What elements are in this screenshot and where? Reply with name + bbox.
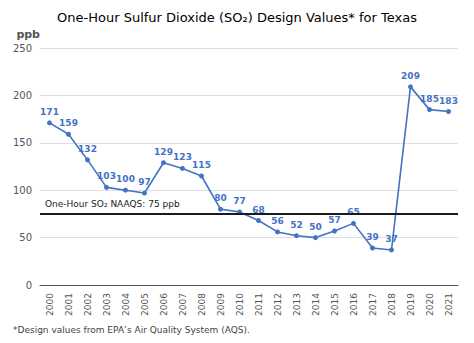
svg-text:2003: 2003	[102, 293, 112, 316]
svg-text:2000: 2000	[45, 293, 55, 316]
svg-text:2002: 2002	[83, 293, 93, 316]
svg-text:115: 115	[192, 160, 211, 170]
svg-text:0: 0	[26, 280, 32, 291]
svg-text:77: 77	[233, 196, 246, 206]
svg-text:209: 209	[401, 71, 420, 81]
svg-text:159: 159	[59, 118, 78, 128]
svg-text:2006: 2006	[159, 293, 169, 316]
svg-text:39: 39	[366, 232, 379, 242]
svg-text:2001: 2001	[64, 293, 74, 316]
svg-text:2016: 2016	[349, 293, 359, 316]
svg-text:200: 200	[13, 90, 32, 101]
svg-text:2010: 2010	[235, 293, 245, 316]
svg-text:100: 100	[116, 174, 135, 184]
svg-text:171: 171	[40, 107, 59, 117]
svg-text:2008: 2008	[197, 293, 207, 316]
svg-text:100: 100	[13, 185, 32, 196]
svg-text:2019: 2019	[406, 293, 416, 316]
svg-text:150: 150	[13, 137, 32, 148]
svg-text:2020: 2020	[425, 293, 435, 316]
svg-text:250: 250	[13, 43, 32, 54]
svg-text:183: 183	[439, 96, 458, 106]
svg-text:80: 80	[214, 193, 227, 203]
svg-text:One-Hour SO₂ NAAQS: 75 ppb: One-Hour SO₂ NAAQS: 75 ppb	[45, 199, 180, 209]
svg-text:103: 103	[97, 171, 116, 181]
svg-text:2004: 2004	[121, 293, 131, 316]
svg-text:50: 50	[309, 222, 322, 232]
svg-text:One-Hour Sulfur Dioxide (SO₂): One-Hour Sulfur Dioxide (SO₂) Design Val…	[57, 10, 417, 25]
svg-text:2012: 2012	[273, 293, 283, 316]
svg-text:37: 37	[385, 234, 398, 244]
svg-text:2014: 2014	[311, 293, 321, 316]
svg-text:57: 57	[328, 215, 341, 225]
svg-text:129: 129	[154, 147, 173, 157]
svg-text:2015: 2015	[330, 293, 340, 316]
svg-text:68: 68	[252, 204, 265, 215]
svg-text:52: 52	[290, 220, 303, 230]
svg-text:2017: 2017	[368, 293, 378, 316]
svg-text:97: 97	[138, 177, 151, 187]
svg-text:*Design values from EPA’s Air: *Design values from EPA’s Air Quality Sy…	[13, 325, 250, 335]
svg-text:2009: 2009	[216, 293, 226, 316]
svg-text:2013: 2013	[292, 293, 302, 316]
svg-text:56: 56	[271, 216, 284, 226]
svg-text:2018: 2018	[387, 293, 397, 316]
svg-text:2011: 2011	[254, 293, 264, 316]
svg-text:ppb: ppb	[16, 28, 40, 41]
svg-text:2007: 2007	[178, 293, 188, 316]
svg-text:65: 65	[347, 207, 360, 217]
svg-text:185: 185	[420, 94, 439, 104]
svg-text:2021: 2021	[444, 293, 454, 316]
svg-text:50: 50	[19, 232, 32, 243]
svg-text:2005: 2005	[140, 293, 150, 316]
svg-text:132: 132	[78, 144, 97, 154]
svg-text:123: 123	[173, 152, 192, 162]
